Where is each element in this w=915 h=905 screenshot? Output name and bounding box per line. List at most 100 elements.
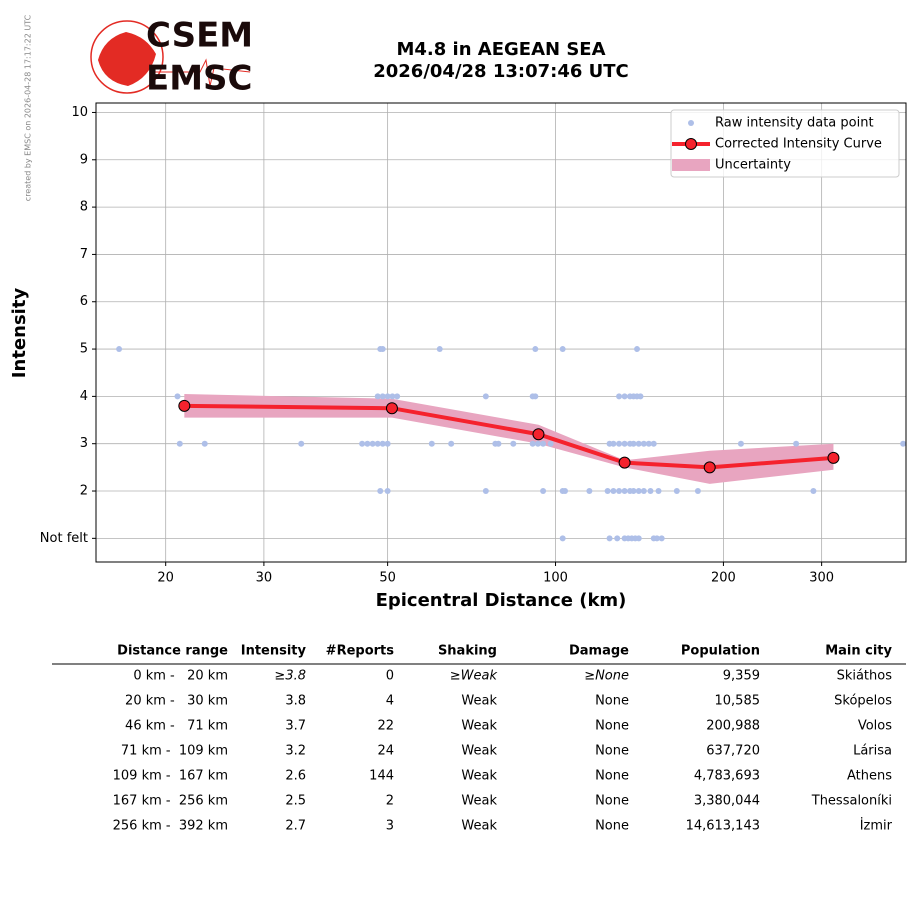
raw-point [379, 393, 386, 400]
y-tick-label: 9 [80, 152, 88, 167]
x-tick-label: 20 [157, 571, 174, 586]
raw-point [201, 440, 208, 447]
raw-point [364, 440, 371, 447]
raw-point [635, 440, 642, 447]
table-cell: Skópelos [834, 694, 892, 709]
raw-point [673, 488, 680, 495]
table-cell: 0 [386, 669, 394, 684]
curve-marker [385, 402, 398, 415]
raw-point [436, 346, 443, 353]
logo-seismo [150, 58, 251, 87]
raw-point [635, 535, 642, 542]
table-header: Shaking [438, 644, 497, 659]
raw-point [614, 535, 621, 542]
raw-point [428, 440, 435, 447]
uncertainty-band [184, 394, 834, 484]
raw-point [534, 440, 541, 447]
table-header: Intensity [241, 644, 307, 659]
table-cell: Skiáthos [837, 669, 893, 684]
raw-point [640, 440, 647, 447]
table-header: Population [681, 644, 760, 659]
raw-point [377, 488, 384, 495]
raw-point [359, 440, 366, 447]
table-cell: 3 [386, 819, 394, 834]
table-cell: None [595, 794, 629, 809]
raw-point [635, 488, 642, 495]
raw-point [482, 488, 489, 495]
table-cell: ≥Weak [450, 669, 498, 684]
legend-label: Raw intensity data point [715, 116, 874, 131]
table-cell: 200,988 [706, 719, 760, 734]
raw-point [176, 440, 183, 447]
raw-point [529, 440, 536, 447]
table-cell: 9,359 [723, 669, 760, 684]
raw-point [737, 440, 744, 447]
raw-point [532, 346, 539, 353]
table-cell: Weak [461, 819, 497, 834]
raw-point [616, 488, 623, 495]
raw-point [645, 440, 652, 447]
table-cell: 167 km - 256 km [113, 794, 228, 809]
table-cell: None [595, 694, 629, 709]
y-tick-label: 10 [71, 105, 88, 120]
table-cell: 24 [377, 744, 394, 759]
raw-point [694, 488, 701, 495]
legend-swatch [685, 138, 697, 150]
raw-point [900, 440, 907, 447]
logo-top: CSEM [146, 16, 253, 56]
table-cell: 20 km - 30 km [125, 694, 228, 709]
raw-point [374, 393, 381, 400]
y-axis-label: Intensity [9, 288, 30, 379]
raw-point [559, 535, 566, 542]
raw-point [495, 440, 502, 447]
y-tick-label: Not felt [40, 531, 88, 546]
raw-point [640, 488, 647, 495]
raw-point [384, 393, 391, 400]
y-tick-label: 6 [80, 294, 88, 309]
table-cell: 3.2 [285, 744, 306, 759]
x-tick-label: 30 [256, 571, 273, 586]
table-cell: Athens [847, 769, 892, 784]
table-cell: None [595, 769, 629, 784]
table-cell: 2.7 [285, 819, 306, 834]
raw-point [616, 440, 623, 447]
raw-point [621, 393, 628, 400]
table-cell: Weak [461, 744, 497, 759]
table-header: #Reports [326, 644, 395, 659]
raw-point [621, 440, 628, 447]
x-axis-label: Epicentral Distance (km) [376, 590, 627, 611]
table-cell: None [595, 819, 629, 834]
chart-subtitle: 2026/04/28 13:07:46 UTC [373, 61, 629, 82]
plot-frame [95, 102, 907, 563]
raw-point [604, 488, 611, 495]
table-cell: 10,585 [715, 694, 761, 709]
raw-point [610, 440, 617, 447]
legend-box [670, 109, 900, 178]
raw-point [174, 393, 181, 400]
table-cell: 22 [377, 719, 394, 734]
raw-point [559, 346, 566, 353]
table-cell: 144 [369, 769, 394, 784]
raw-point [482, 393, 489, 400]
raw-point [606, 535, 613, 542]
y-tick-label: 3 [80, 436, 88, 451]
raw-point [540, 440, 547, 447]
raw-point [655, 488, 662, 495]
table-cell: Weak [461, 769, 497, 784]
raw-point [384, 440, 391, 447]
raw-point [448, 440, 455, 447]
legend-swatch [672, 159, 710, 171]
watermark: created by EMSC on 2026-04-28 17:17:22 U… [24, 14, 33, 201]
table-cell: ≥3.8 [274, 669, 306, 684]
table-header: Damage [569, 644, 629, 659]
table-cell: 71 km - 109 km [121, 744, 228, 759]
raw-point [610, 488, 617, 495]
table-cell: Lárisa [853, 744, 892, 759]
raw-point [630, 440, 637, 447]
y-tick-label: 8 [80, 200, 88, 215]
raw-point [647, 488, 654, 495]
raw-point [616, 393, 623, 400]
table-cell: 2 [386, 794, 394, 809]
raw-point [532, 393, 539, 400]
